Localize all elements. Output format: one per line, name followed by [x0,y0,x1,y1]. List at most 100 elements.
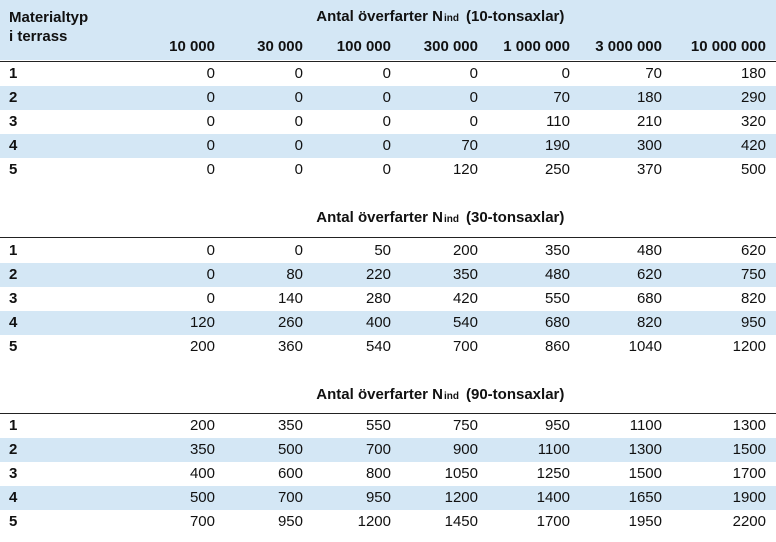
table-row: 4 0 0 0 70 190 300 420 [0,134,776,158]
table-cell: 1200 [357,513,391,530]
table-cell: 680 [636,290,662,307]
table-cell: 1100 [537,441,570,458]
table-cell: 1200 [444,489,478,506]
table-cell: 550 [544,290,570,307]
column-header: 100 000 [336,38,391,55]
section-divider [0,61,776,62]
table-row: 1 200 350 550 750 950 1100 1300 [0,414,776,438]
table-cell: 200 [189,417,215,434]
table-cell: 370 [636,161,662,178]
table-cell: 280 [365,290,391,307]
table-cell: 1200 [732,338,766,355]
table-row: 1 0 0 0 0 0 70 180 [0,62,776,86]
table-cell: 0 [294,113,303,130]
row-label: 3 [9,290,18,307]
row-label: 5 [9,338,18,355]
table-cell: 1650 [628,489,662,506]
table-cell: 500 [277,441,303,458]
table-cell: 0 [206,242,215,259]
table-cell: 860 [544,338,570,355]
column-header: 300 000 [423,38,478,55]
column-header: 10 000 000 [690,38,766,55]
table-cell: 120 [189,314,215,331]
section-title-subscript: ind [444,391,459,402]
row-label: 3 [9,465,18,482]
table-cell: 0 [469,113,478,130]
table-cell: 700 [189,513,215,530]
column-header: 30 000 [257,38,303,55]
table-row: 4 120 260 400 540 680 820 950 [0,311,776,335]
table-cell: 0 [294,242,303,259]
table-cell: 180 [636,89,662,106]
table-cell: 0 [206,113,215,130]
table-cell: 540 [452,314,478,331]
table-cell: 70 [645,65,662,82]
table-cell: 0 [469,65,478,82]
table-cell: 0 [206,137,215,154]
table-cell: 0 [561,65,570,82]
row-label: 5 [9,161,18,178]
table-cell: 200 [452,242,478,259]
table-cell: 480 [544,266,570,283]
table-cell: 0 [382,161,391,178]
table-cell: 350 [452,266,478,283]
table-cell: 320 [740,113,766,130]
table-cell: 260 [277,314,303,331]
table-row: 4 500 700 950 1200 1400 1650 1900 [0,486,776,510]
table-cell: 500 [189,489,215,506]
table-cell: 120 [452,161,478,178]
section-title-subscript: ind [444,214,459,225]
table-row: 2 0 0 0 0 70 180 290 [0,86,776,110]
table-cell: 350 [189,441,215,458]
table-cell: 1050 [444,465,478,482]
section-title-subscript: ind [444,13,459,24]
section-title-prefix: Antal överfarter N [316,8,443,25]
table-cell: 1300 [732,417,766,434]
section-title-prefix: Antal överfarter N [316,386,443,403]
table-row: 5 200 360 540 700 860 1040 1200 [0,335,776,359]
table-cell: 1700 [732,465,766,482]
table-row: 2 0 80 220 350 480 620 750 [0,263,776,287]
table-cell: 300 [636,137,662,154]
section-title-suffix: (10-tonsaxlar) [466,8,565,25]
table-cell: 250 [544,161,570,178]
table-cell: 950 [544,417,570,434]
table-row: 5 0 0 0 120 250 370 500 [0,158,776,182]
table-cell: 0 [294,65,303,82]
table-cell: 80 [286,266,303,283]
table-cell: 0 [206,266,215,283]
section-title-suffix: (90-tonsaxlar) [466,386,565,403]
table-cell: 1400 [536,489,570,506]
table-cell: 220 [365,266,391,283]
table-cell: 950 [365,489,391,506]
table-cell: 0 [206,290,215,307]
table-cell: 0 [294,161,303,178]
table-cell: 1450 [444,513,478,530]
table-cell: 540 [365,338,391,355]
row-label: 2 [9,266,18,283]
table-cell: 1500 [732,441,766,458]
table-cell: 350 [277,417,303,434]
table-cell: 950 [740,314,766,331]
table-cell: 750 [452,417,478,434]
table-cell: 1500 [628,465,662,482]
table-row: 3 0 0 0 0 110 210 320 [0,110,776,134]
table-cell: 350 [544,242,570,259]
table-cell: 750 [740,266,766,283]
table-cell: 1300 [628,441,662,458]
table-cell: 110 [546,113,570,130]
section-title-suffix: (30-tonsaxlar) [466,209,565,226]
table-cell: 1100 [629,417,662,434]
table-cell: 820 [636,314,662,331]
column-header: 3 000 000 [595,38,662,55]
table-cell: 0 [294,137,303,154]
column-header: 10 000 [169,38,215,55]
table-cell: 70 [553,89,570,106]
table-cell: 0 [382,65,391,82]
table-cell: 950 [277,513,303,530]
table-cell: 0 [469,89,478,106]
table-cell: 420 [452,290,478,307]
